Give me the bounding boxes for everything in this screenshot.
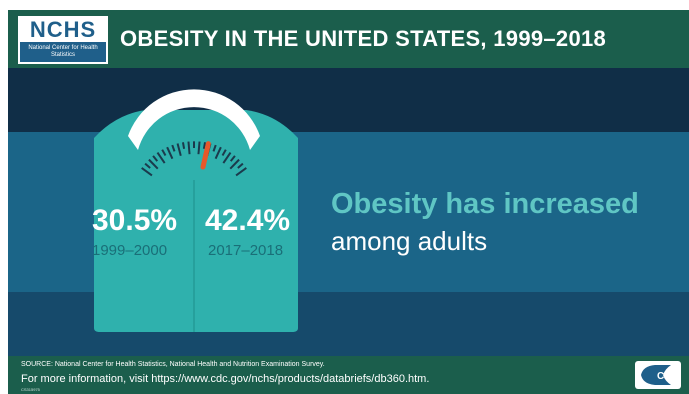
stat-value-2017: 42.4% [205,204,291,237]
scale-needle [200,141,211,170]
dial-tick [152,155,159,162]
dial-tick [237,162,244,169]
dial-tick [229,158,240,170]
scale-dial-face [128,89,260,150]
dial-tick [156,152,166,164]
dial-tick [181,142,186,150]
stat-value-1999: 30.5% [92,204,178,237]
infographic: NCHS National Center for Health Statisti… [8,10,689,394]
svg-text:CDC: CDC [657,371,679,382]
dial-tick [202,142,207,150]
page-title: OBESITY IN THE UNITED STATES, 1999–2018 [120,26,607,51]
dial-tick [148,158,159,170]
stat-period-2017: 2017–2018 [208,242,284,259]
dial-tick [229,155,236,162]
dial-tick [161,149,167,156]
dial-tick [187,141,191,155]
bathroom-scale-icon [94,89,298,332]
dial-tick [212,144,217,152]
dial-tick [235,167,247,177]
header-bar: NCHS National Center for Health Statisti… [8,10,689,68]
dial-tick [176,143,182,156]
subline-text: among adults [331,226,488,256]
dial-tick [221,149,227,156]
logo-abbrev: NCHS [20,18,106,42]
dial-tick [197,141,201,155]
dial-tick [222,152,232,164]
dial-tick [166,146,174,160]
dial-tick [141,167,153,177]
logo-full-name: National Center for Health Statistics [20,42,106,62]
publication-code: CS315975 [21,387,40,392]
dial-tick [171,144,176,152]
cdc-logo-icon: CDC [635,361,681,389]
dial-tick [144,162,151,169]
stat-period-1999: 1999–2000 [92,242,168,259]
nchs-logo: NCHS National Center for Health Statisti… [18,16,108,64]
dial-tick [214,146,222,160]
headline-text: Obesity has increased [331,188,639,220]
source-note: SOURCE: National Center for Health Stati… [21,361,325,368]
more-info-link[interactable]: For more information, visit https://www.… [21,373,430,385]
footer-bar: SOURCE: National Center for Health Stati… [8,356,689,394]
scale-body [94,110,298,332]
